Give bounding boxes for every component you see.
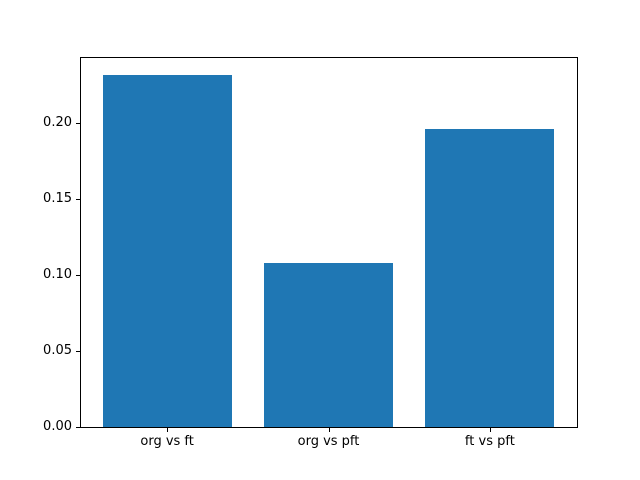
y-tick-mark [76,123,80,125]
y-tick-mark [76,351,80,353]
y-tick-label: 0.15 [43,191,72,207]
y-tick-mark [76,199,80,201]
y-tick-mark [76,275,80,277]
bar-ft-vs-pft [425,129,555,427]
bar-org-vs-ft [102,74,232,427]
y-tick-mark [76,427,80,428]
y-tick-label: 0.10 [43,267,72,283]
y-tick-label: 0.20 [43,115,72,131]
x-tick-mark [167,428,169,432]
x-tick-label: org vs pft [297,434,360,449]
y-tick-label: 0.05 [43,343,72,359]
x-tick-mark [328,428,330,432]
x-tick-label: org vs ft [140,434,194,449]
y-tick-label: 0.00 [43,419,72,434]
x-tick-mark [489,428,491,432]
x-tick-label: ft vs pft [464,434,515,449]
bar-org-vs-pft [263,262,394,427]
